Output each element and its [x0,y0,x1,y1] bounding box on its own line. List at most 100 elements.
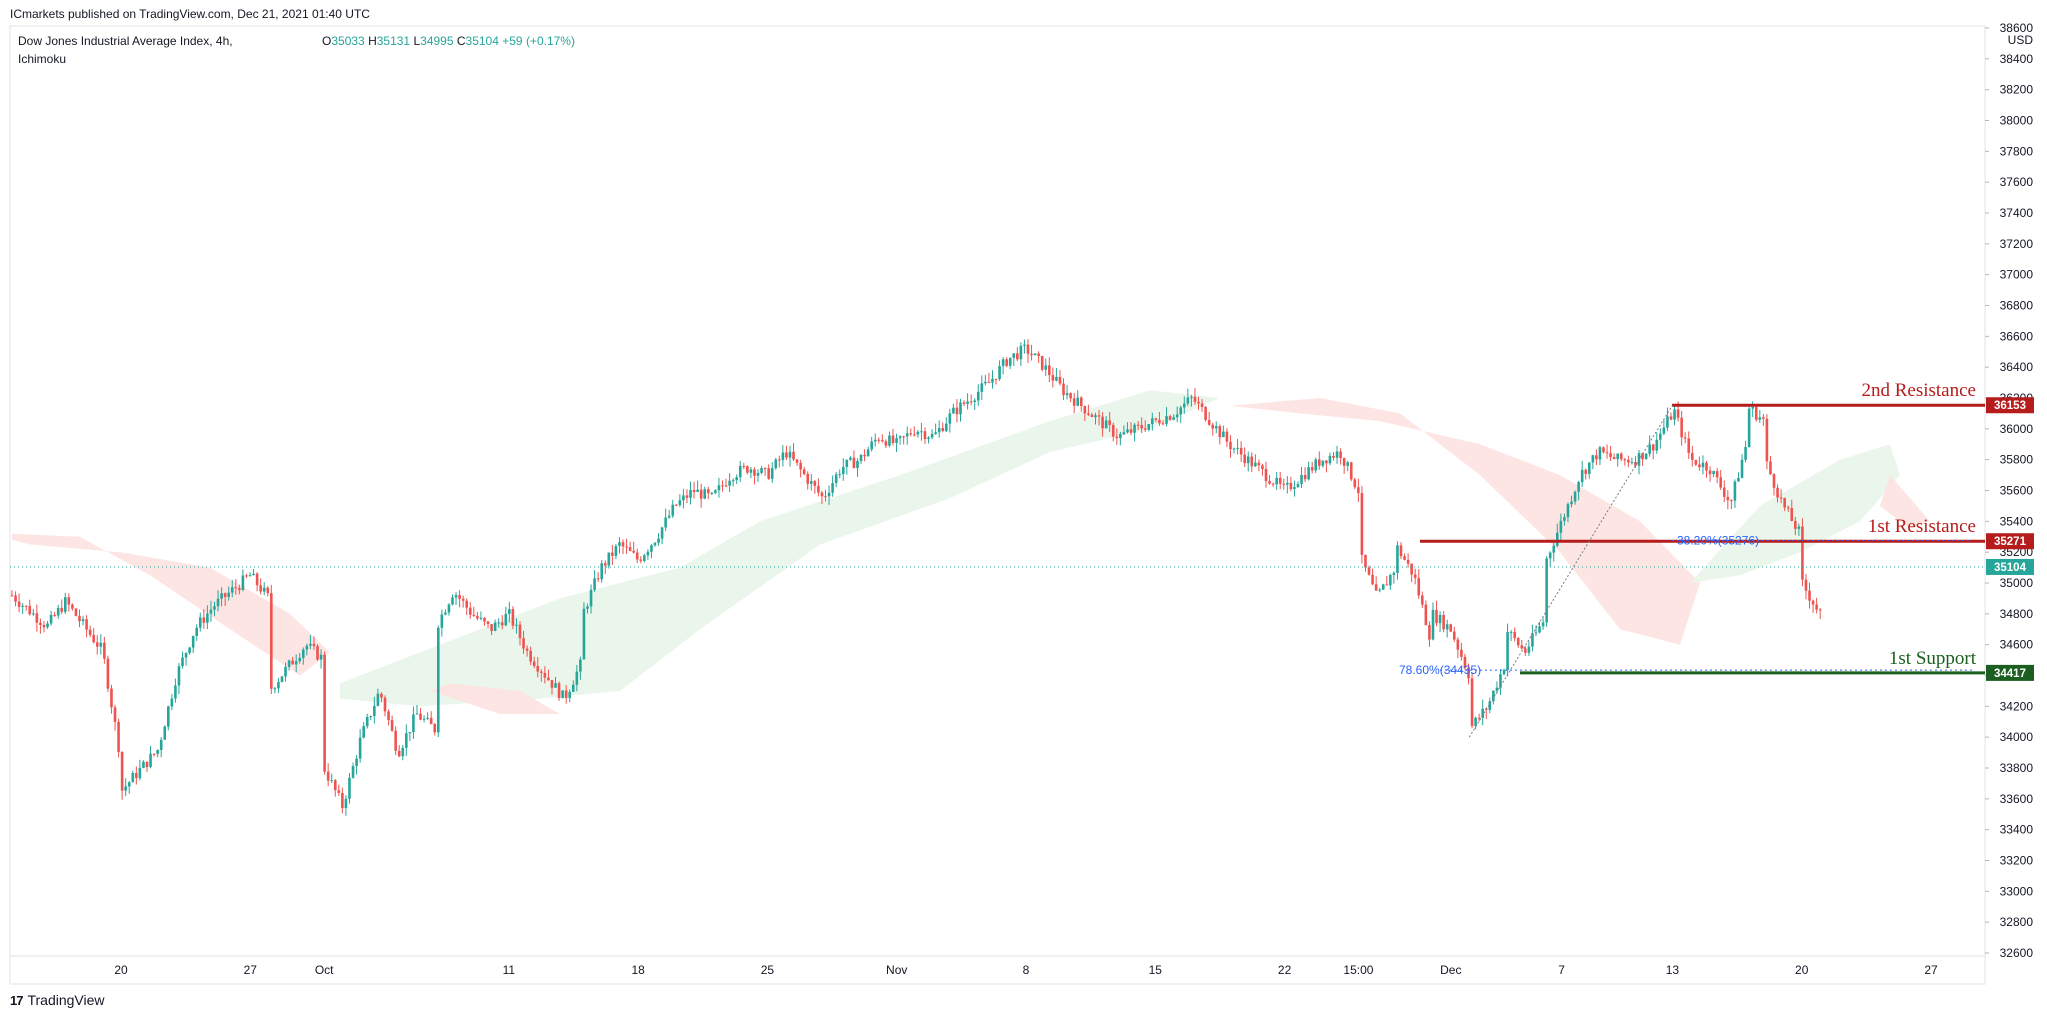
candle-body-down [234,587,238,589]
candle-body-down [341,792,344,809]
candle-body-down [1371,574,1374,585]
candle-body-down [383,697,387,712]
candle-body-down [39,622,42,625]
candle-body-up [1307,467,1310,480]
candle-body-down [877,439,881,441]
candle-body-down [685,495,689,498]
candle-body-down [1602,447,1605,453]
candle-body-down [1250,456,1254,467]
cloud-bear-segment [430,683,560,714]
candle-body-down [1040,355,1044,370]
candle-body-up [412,714,415,733]
candle-body-up [952,407,955,414]
candle-body-up [301,649,305,658]
candle-body-down [1705,462,1708,471]
candle-body-down [824,496,827,498]
candle-body-down [259,585,262,592]
candle-body-down [1325,460,1328,464]
candle-body-up [586,606,589,609]
candle-body-down [490,624,493,631]
candle-body-up [998,366,1001,380]
candle-body-up [1012,353,1016,358]
candle-body-down [1694,459,1698,465]
candle-body-up [56,608,60,616]
candle-body-up [1616,453,1619,460]
candle-body-down [817,485,820,493]
candle-body-down [1197,401,1200,404]
candle-body-up [1701,462,1705,468]
candle-body-down [1651,444,1655,451]
candle-body-down [1584,469,1588,474]
candle-body-down [1687,438,1691,453]
candle-body-up [1008,357,1012,366]
candle-body-up [657,538,660,543]
candle-body-down [1143,428,1147,430]
candle-body-up [1481,708,1485,718]
candle-body-down [955,407,959,415]
candle-body-up [1644,453,1648,460]
candle-body-up [63,597,67,612]
candle-body-up [1236,447,1239,449]
candle-body-up [1556,532,1559,546]
price-tick-label: 38200 [2000,83,2034,97]
close-label: C [456,34,466,48]
candle-body-down [1609,453,1612,458]
candle-body-down [1690,452,1694,460]
candle-body-down [1722,487,1726,497]
candle-body-down [35,613,39,623]
candle-body-up [248,575,252,577]
candle-body-down [518,624,522,639]
candle-body-up [436,627,440,733]
candle-body-down [1303,474,1307,480]
price-tick-label: 32600 [2000,946,2034,960]
candle-body-up [440,614,444,628]
time-tick-label: 22 [1278,963,1292,977]
candle-body-up [1502,670,1506,675]
candle-body-up [241,575,245,590]
candle-body-up [99,642,103,647]
candle-body-up [1492,690,1495,702]
candle-body-up [1580,469,1584,483]
candle-body-down [596,578,600,580]
candle-body-down [1470,678,1474,726]
candle-body-up [1659,433,1662,440]
candle-body-up [575,671,579,685]
candle-body-up [284,666,287,677]
candle-body-down [863,454,866,457]
tradingview-brand[interactable]: 17 TradingView [10,992,105,1008]
candle-body-down [60,608,64,612]
candle-body-down [1762,417,1765,419]
candle-body-down [1726,496,1730,501]
candle-body-up [170,698,174,707]
candle-body-down [1367,567,1371,575]
candle-body-down [632,550,635,553]
candle-body-up [1392,572,1396,576]
candle-body-down [1207,419,1211,425]
candle-body-down [316,646,319,660]
candle-body-down [675,504,678,506]
candle-body-down [753,469,756,476]
candle-body-up [1740,459,1744,478]
candle-body-down [550,680,554,688]
candle-body-down [1619,453,1623,460]
candle-body-up [415,713,419,715]
candle-body-up [927,437,930,439]
candle-body-down [1087,413,1090,415]
candle-body-up [1094,415,1097,418]
candle-body-down [1332,455,1335,458]
candle-body-up [504,613,508,626]
candle-body-up [319,654,323,660]
candle-body-down [987,381,991,383]
candle-body-down [547,677,550,681]
candle-body-up [262,587,266,592]
candle-body-up [1133,424,1136,433]
candle-body-down [1083,406,1087,414]
candle-body-down [78,615,81,622]
candle-body-down [1818,609,1822,611]
candle-body-down [881,440,884,442]
candle-body-up [1747,408,1751,448]
candle-body-up [1598,447,1602,460]
candle-body-up [1328,455,1332,464]
